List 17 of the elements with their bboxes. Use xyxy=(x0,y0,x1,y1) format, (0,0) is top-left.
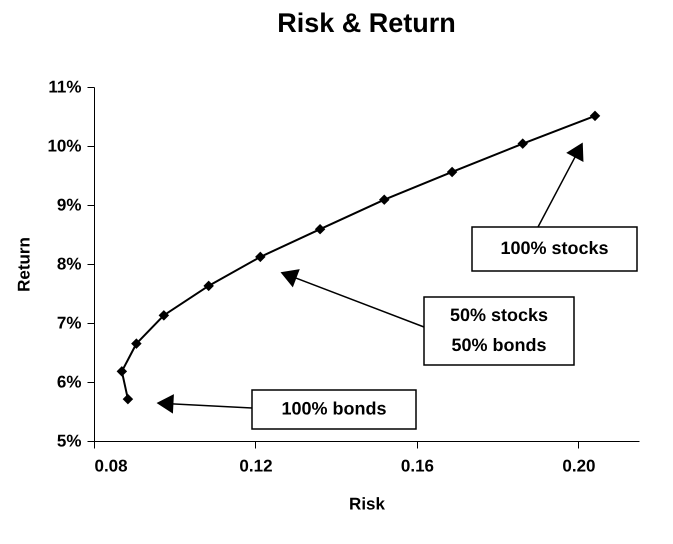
x-tick-label: 0.16 xyxy=(400,456,434,476)
y-tick-label: 9% xyxy=(56,196,82,214)
annotation: 100% bonds xyxy=(281,398,387,418)
y-axis-title: Return xyxy=(14,237,34,292)
x-tick-label: 0.08 xyxy=(94,456,128,476)
y-tick-label: 5% xyxy=(56,432,82,450)
y-tick-label: 8% xyxy=(56,254,82,274)
y-tick-label: 6% xyxy=(56,372,82,392)
y-tick-label: 11% xyxy=(48,78,82,96)
x-tick-label: 0.12 xyxy=(239,456,273,476)
y-tick-label: 7% xyxy=(56,314,82,332)
annotation: 50% stocks 50% bonds xyxy=(450,305,548,355)
annotation: 100% stocks xyxy=(500,238,609,258)
x-axis-title: Risk xyxy=(349,494,386,514)
y-tick-label: 10% xyxy=(47,136,82,156)
x-tick-label: 0.20 xyxy=(562,456,596,476)
chart-title: Risk & Return xyxy=(277,8,456,38)
